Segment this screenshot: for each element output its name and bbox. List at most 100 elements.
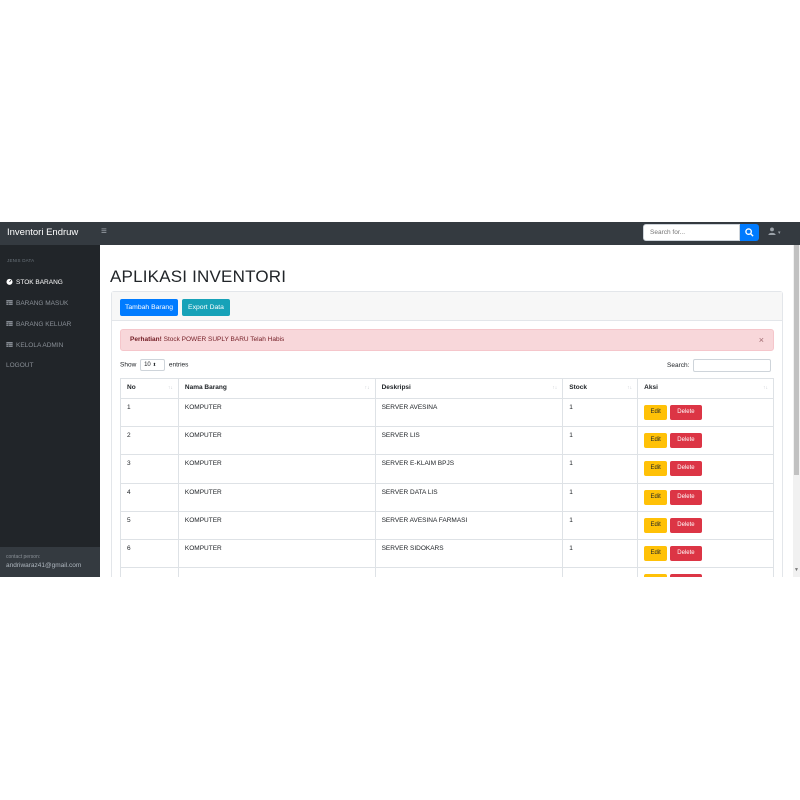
header-stock[interactable]: Stock ↑↓ <box>562 378 639 399</box>
delete-button[interactable]: Delete <box>669 489 702 505</box>
close-icon[interactable]: × <box>758 335 764 345</box>
delete-button[interactable]: Delete <box>669 461 702 477</box>
entries-label: entries <box>168 361 189 369</box>
cell-aksi: Edit Delete <box>637 510 774 540</box>
cell-aksi: Edit Delete <box>637 538 774 569</box>
sidebar-item-label: BARANG KELUAR <box>16 321 72 328</box>
scrollbar-thumb[interactable] <box>794 245 799 475</box>
edit-button[interactable]: Edit <box>644 574 668 577</box>
table-search-input[interactable] <box>693 359 772 372</box>
edit-button[interactable]: Edit <box>644 489 668 505</box>
sidebar-item-kelola-admin[interactable]: KELOLA ADMIN <box>6 341 63 353</box>
sidebar-heading: JENIS DATA <box>7 258 35 263</box>
header-nama-barang[interactable]: Nama Barang ↑↓ <box>177 378 376 399</box>
sidebar-item-barang-masuk[interactable]: BARANG MASUK <box>6 299 68 311</box>
cell-deskripsi: SERVER AVESINA <box>374 397 564 428</box>
export-data-button[interactable]: Export Data <box>182 299 230 316</box>
page-title: APLIKASI INVENTORI <box>110 267 287 286</box>
sort-icon: ↑↓ <box>763 385 768 391</box>
cell-aksi: Edit Delete <box>637 426 774 456</box>
cell-nama: KOMPUTER <box>177 482 376 512</box>
inventory-table: No ↑↓ Nama Barang ↑↓ Deskripsi ↑↓ Stock ↑↓ A… <box>120 378 774 577</box>
cell-deskripsi: SERVER AVESINA FARMASI <box>374 510 564 540</box>
alert-message: Stock POWER SUPLY BARU Telah Habis <box>161 336 285 343</box>
brand-title[interactable]: Inventori Endruw <box>7 227 79 238</box>
user-menu[interactable]: ▾ <box>768 227 788 240</box>
table-row: 2 KOMPUTER SERVER LIS 1 Edit Delete <box>120 426 774 456</box>
stock-alert: Perhatian! Stock POWER SUPLY BARU Telah … <box>120 329 774 351</box>
edit-button[interactable]: Edit <box>644 545 668 561</box>
entries-value: 10 <box>144 362 151 368</box>
cell-aksi: Edit Delete <box>637 482 774 512</box>
cell-no: 4 <box>120 482 179 512</box>
sidebar-item-barang-keluar[interactable]: BARANG KELUAR <box>6 320 71 332</box>
entries-length-control: Show 10 ⬍ entries <box>120 359 188 371</box>
sort-icon: ↑↓ <box>552 385 558 391</box>
cell-no: 2 <box>120 426 179 456</box>
table-row: 5 KOMPUTER SERVER AVESINA FARMASI 1 Edit… <box>120 510 774 540</box>
header-aksi[interactable]: Aksi ↑↓ <box>637 378 774 399</box>
sort-icon: ↑↓ <box>627 385 633 391</box>
header-deskripsi[interactable]: Deskripsi ↑↓ <box>374 378 564 399</box>
header-no[interactable]: No ↑↓ <box>120 378 179 399</box>
cell-nama: KOMPUTER <box>177 426 376 456</box>
cell-no: 6 <box>120 538 179 569</box>
cell-stock <box>562 567 639 577</box>
scroll-down-icon[interactable]: ▼ <box>794 567 799 573</box>
cell-deskripsi: SERVER LIS <box>374 426 564 456</box>
delete-button[interactable]: Delete <box>669 405 702 420</box>
delete-button[interactable]: Delete <box>669 545 702 561</box>
table-row: 3 KOMPUTER SERVER E-KLAIM BPJS 1 Edit De… <box>120 454 774 484</box>
sidebar-item-label: BARANG MASUK <box>16 300 69 307</box>
sidebar-item-stok-barang[interactable]: STOK BARANG <box>6 278 63 290</box>
cell-stock: 1 <box>562 538 639 569</box>
entries-select[interactable]: 10 ⬍ <box>140 359 166 371</box>
cell-stock: 1 <box>562 482 639 512</box>
alert-title: Perhatian! <box>130 336 162 343</box>
chevron-down-icon: ▾ <box>777 230 781 236</box>
cell-deskripsi <box>374 567 564 577</box>
cell-nama <box>177 567 376 577</box>
add-item-button[interactable]: Tambah Barang <box>120 299 178 316</box>
chevron-down-icon: ⬍ <box>152 362 157 367</box>
edit-button[interactable]: Edit <box>644 405 668 420</box>
search-label: Search: <box>667 362 690 370</box>
cell-nama: KOMPUTER <box>177 397 376 428</box>
contact-email: andriwaraz41@gmail.com <box>6 562 82 569</box>
cell-aksi: Edit Delete <box>637 454 774 484</box>
sidebar: JENIS DATA STOK BARANG BARANG MASUK BARA… <box>0 245 100 577</box>
contact-label: contact person: <box>6 554 41 560</box>
delete-button[interactable]: Delete <box>669 574 702 577</box>
search-button[interactable] <box>740 224 759 241</box>
edit-button[interactable]: Edit <box>644 517 668 533</box>
table-header-row: No ↑↓ Nama Barang ↑↓ Deskripsi ↑↓ Stock ↑↓ A… <box>120 378 774 399</box>
dashboard-icon <box>6 278 13 285</box>
search-input[interactable] <box>643 224 740 241</box>
table-row: 4 KOMPUTER SERVER DATA LIS 1 Edit Delete <box>120 482 774 512</box>
cell-stock: 1 <box>562 397 639 428</box>
cell-no <box>120 567 179 577</box>
user-icon <box>768 227 776 235</box>
sidebar-item-label: LOGOUT <box>6 362 34 369</box>
sidebar-toggle-icon[interactable]: ≡ <box>101 226 107 237</box>
card-header: Tambah Barang Export Data <box>112 292 782 321</box>
delete-button[interactable]: Delete <box>669 433 702 449</box>
cell-nama: KOMPUTER <box>177 538 376 569</box>
table-icon <box>6 342 13 347</box>
sidebar-footer: contact person: andriwaraz41@gmail.com <box>0 547 100 577</box>
delete-button[interactable]: Delete <box>669 517 702 533</box>
edit-button[interactable]: Edit <box>644 433 668 449</box>
table-row: Edit Delete <box>120 567 774 577</box>
sort-icon: ↑↓ <box>167 385 173 391</box>
cell-nama: KOMPUTER <box>177 454 376 484</box>
cell-deskripsi: SERVER E-KLAIM BPJS <box>374 454 564 484</box>
edit-button[interactable]: Edit <box>644 461 668 477</box>
sidebar-item-label: KELOLA ADMIN <box>16 342 64 349</box>
cell-no: 3 <box>120 454 179 484</box>
table-search: Search: <box>667 359 772 372</box>
show-label: Show <box>120 361 137 369</box>
sidebar-item-logout[interactable]: LOGOUT <box>6 362 33 374</box>
table-row: 1 KOMPUTER SERVER AVESINA 1 Edit Delete <box>120 397 774 428</box>
main-content: APLIKASI INVENTORI Tambah Barang Export … <box>100 245 800 577</box>
page-scrollbar[interactable]: ▼ <box>793 245 800 577</box>
